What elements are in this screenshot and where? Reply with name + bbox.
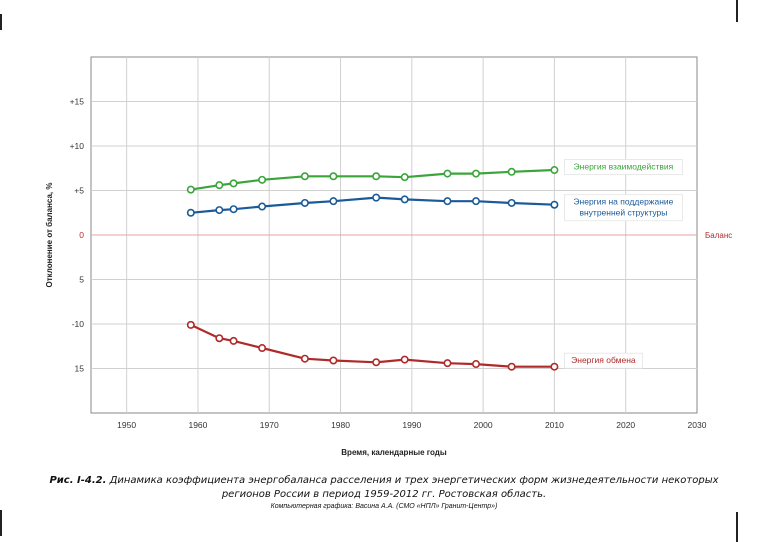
y-tick-label: 5 xyxy=(79,275,84,285)
series-1-label-box xyxy=(564,159,683,175)
series-3-label: Энергия обмена xyxy=(571,355,636,365)
y-axis-title: Отклонение от баланса, % xyxy=(45,183,54,288)
series-1-label: Энергия взаимодействия xyxy=(574,162,674,172)
series-2-point xyxy=(186,208,195,217)
series-2-label-box xyxy=(564,194,683,222)
series-2-point xyxy=(443,197,452,206)
series-1-point xyxy=(300,172,309,181)
series-2-point xyxy=(215,206,224,215)
caption-line-1: Динамика коэффициента энергобаланса расс… xyxy=(109,475,719,486)
y-tick-label: 0 xyxy=(79,230,84,240)
y-tick-label: 15 xyxy=(75,364,85,374)
series-3-point xyxy=(215,334,224,343)
caption-line-2: регионов России в период 1959-2012 гг. Р… xyxy=(221,489,547,500)
series-1-point xyxy=(215,181,224,190)
crop-mark-bottom-right xyxy=(736,512,738,542)
series-2-point xyxy=(471,197,480,206)
series-3-point xyxy=(550,362,559,371)
series-1-point xyxy=(372,172,381,181)
series-1-point xyxy=(329,172,338,181)
y-tick-label: -10 xyxy=(72,319,85,329)
figure-credit: Компьютерная графика: Васина А.А. (СМО «… xyxy=(270,503,498,510)
y-tick-label: +5 xyxy=(74,186,84,196)
x-axis-title: Время, календарные годы xyxy=(341,448,447,457)
series-3-label-box xyxy=(564,352,643,369)
series-2-point xyxy=(258,202,267,211)
series-1-point xyxy=(186,185,195,194)
x-tick-label: 2010 xyxy=(545,420,564,430)
x-tick-label: 1990 xyxy=(402,420,421,430)
x-tick-label: 1950 xyxy=(117,420,136,430)
series-3-point xyxy=(229,336,238,345)
x-tick-label: 2020 xyxy=(616,420,635,430)
x-tick-label: 2030 xyxy=(688,420,707,430)
series-2-point xyxy=(329,197,338,206)
crop-mark-top-left xyxy=(0,14,2,30)
series-1-point xyxy=(507,167,516,176)
series-3-point xyxy=(329,356,338,365)
series-3-point xyxy=(258,344,267,353)
series-2-label: Энергия на поддержание xyxy=(573,197,673,207)
series-1-point xyxy=(471,169,480,178)
series-3-point xyxy=(372,358,381,367)
y-tick-label: +15 xyxy=(70,97,85,107)
series-3-point xyxy=(443,359,452,368)
x-tick-label: 1970 xyxy=(260,420,279,430)
series-3-point xyxy=(300,354,309,363)
x-tick-label: 1980 xyxy=(331,420,350,430)
series-2-point xyxy=(372,193,381,202)
series-1-point xyxy=(258,175,267,184)
series-2-point xyxy=(400,195,409,204)
series-1-point xyxy=(550,166,559,175)
series-3-point xyxy=(400,355,409,364)
series-2-point xyxy=(229,205,238,214)
series-1-point xyxy=(229,179,238,188)
y-tick-label: +10 xyxy=(70,141,85,151)
series-1-point xyxy=(400,173,409,182)
series-3-point xyxy=(186,320,195,329)
crop-mark-bottom-left xyxy=(0,510,2,536)
balance-label: Баланс xyxy=(705,231,732,240)
series-2-point xyxy=(550,200,559,209)
series-2-label: внутренней структуры xyxy=(579,208,667,218)
figure-label: Рис. I-4.2. xyxy=(49,475,107,486)
series-2-point xyxy=(507,198,516,207)
series-1-point xyxy=(443,169,452,178)
series-3-point xyxy=(507,362,516,371)
series-3-point xyxy=(471,360,480,369)
x-tick-label: 2000 xyxy=(474,420,493,430)
series-2-point xyxy=(300,198,309,207)
x-tick-label: 1960 xyxy=(188,420,207,430)
crop-mark-top-right xyxy=(736,0,738,22)
figure-caption: Рис. I-4.2. Динамика коэффициента энерго… xyxy=(20,474,748,502)
